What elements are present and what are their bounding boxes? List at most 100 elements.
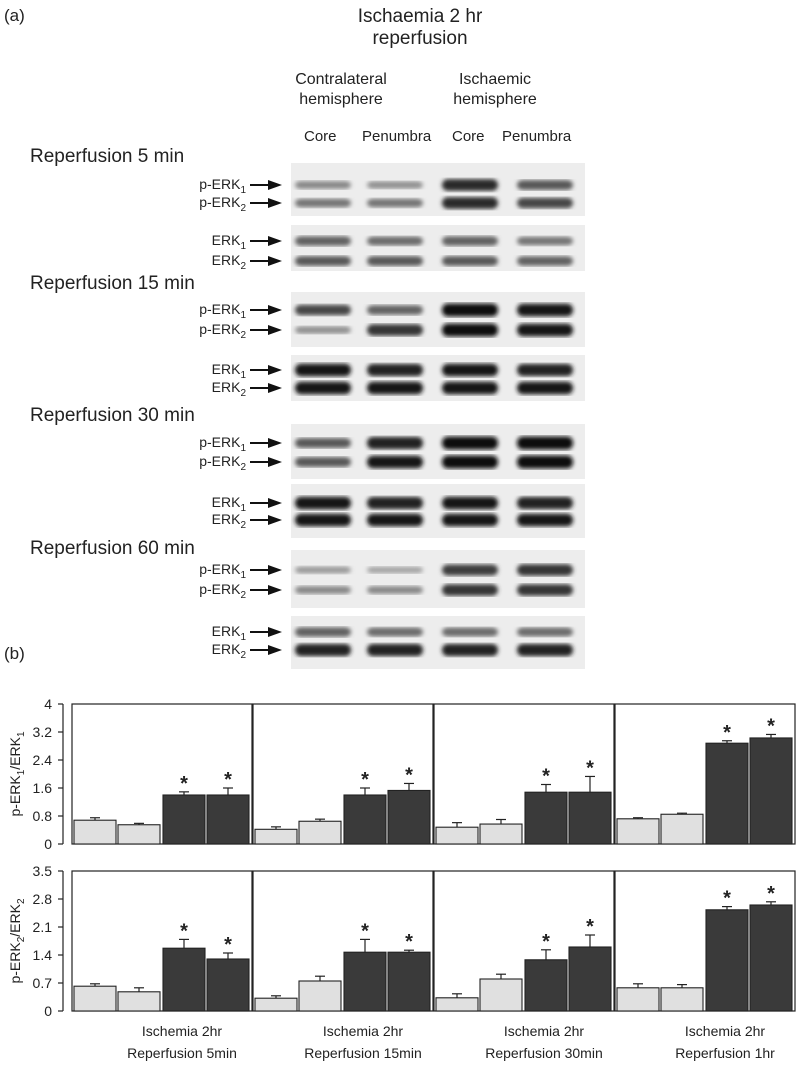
blot-band [295, 513, 351, 527]
x-group-label-30min: Ischemia 2hr Reperfusion 30min [444, 1020, 644, 1064]
blot-band [367, 643, 423, 657]
y-label-part: /ERK [7, 736, 23, 769]
band-label-text: ERK [211, 494, 241, 510]
band-label-subscript: 2 [240, 519, 246, 531]
western-blots [250, 163, 585, 669]
y-label-part: /ERK [7, 903, 23, 936]
blot-band [517, 323, 573, 337]
bar [343, 951, 387, 1012]
band-label-text: ERK [211, 232, 241, 248]
y-tick-label: 3.5 [33, 863, 53, 879]
blot-band [517, 363, 573, 377]
y-label-subscript: 1 [16, 769, 27, 775]
bar [117, 824, 161, 845]
blot-band [517, 381, 573, 395]
y-tick-label: 0 [44, 1003, 52, 1019]
y-tick-label: 0 [44, 836, 52, 852]
blot-band [295, 256, 351, 266]
group-frame [433, 703, 615, 845]
blot-band [442, 323, 498, 337]
band-label-subscript: 2 [240, 649, 246, 661]
blot-background [291, 484, 585, 538]
blot-background [291, 550, 585, 608]
group-frame [614, 703, 796, 845]
blot-strip [291, 616, 585, 669]
blot-band [295, 181, 351, 189]
band-label-subscript: 2 [240, 260, 246, 272]
bar-chart-2: 00.71.42.12.83.5p-ERK2/ERK2*** * *** * [7, 863, 796, 1019]
group-title-5min: Reperfusion 5 min [30, 146, 185, 167]
band-arrow [250, 565, 282, 575]
blot-band [295, 496, 351, 510]
bar [206, 794, 250, 845]
blot-band [367, 181, 423, 189]
bar [705, 909, 749, 1012]
blot-band [442, 436, 498, 450]
group-frame [433, 870, 615, 1012]
blot-band [517, 303, 573, 317]
bar [568, 791, 612, 845]
band-arrow [250, 325, 282, 335]
band-label-subscript: 1 [240, 369, 246, 381]
y-tick-label: 2.1 [33, 919, 53, 935]
blot-band [517, 627, 573, 637]
band-label-subscript: 2 [240, 387, 246, 399]
y-label-part: p-ERK [7, 942, 23, 984]
group-title-60min: Reperfusion 60 min [30, 538, 195, 559]
blot-band [367, 305, 423, 315]
phospho-erk-label: p-ERK1 [116, 301, 246, 321]
band-label-subscript: 1 [240, 309, 246, 321]
band-label-text: ERK [211, 641, 241, 657]
phospho-erk-label: p-ERK1 [116, 561, 246, 581]
band-label-subscript: 2 [240, 589, 246, 601]
significance-star: * [180, 920, 188, 942]
blot-band [367, 496, 423, 510]
blot-band [517, 455, 573, 469]
panel-a-letter: (a) [4, 6, 25, 25]
y-tick-label: 4 [44, 696, 52, 712]
blot-band [442, 513, 498, 527]
blot-strip [291, 424, 585, 479]
blot-band [442, 256, 498, 266]
band-label-subscript: 1 [240, 631, 246, 643]
bar [749, 904, 793, 1012]
lane-label-4: Penumbra [502, 128, 572, 145]
blot-band [517, 256, 573, 266]
blot-band [295, 438, 351, 448]
blot-band [442, 236, 498, 246]
band-label-text: p-ERK [199, 176, 241, 192]
band-label-subscript: 1 [240, 502, 246, 514]
band-label-subscript: 2 [240, 329, 246, 341]
figure-title-line1: Ischaemia 2 hr [357, 6, 483, 27]
y-axis-label: p-ERK1/ERK1 [7, 731, 27, 816]
bar [435, 997, 479, 1012]
group-frame [614, 870, 796, 1012]
panel-b-letter: (b) [4, 644, 25, 663]
y-tick-label: 1.6 [33, 780, 53, 796]
total-erk-label: ERK2 [116, 379, 246, 399]
band-arrow [250, 198, 282, 208]
blot-band [367, 363, 423, 377]
contralateral-header-line1: Contralateral [295, 71, 387, 88]
bar [162, 794, 206, 845]
bar [705, 742, 749, 845]
blot-band [442, 627, 498, 637]
total-erk-label: ERK1 [116, 623, 246, 643]
bar [117, 991, 161, 1012]
blot-band [517, 496, 573, 510]
band-arrow [250, 627, 282, 637]
phospho-erk-label: p-ERK2 [116, 321, 246, 341]
x-group-label-15min: Ischemia 2hr Reperfusion 15min [263, 1020, 463, 1064]
bar [162, 947, 206, 1012]
blot-band [367, 513, 423, 527]
bar [206, 958, 250, 1012]
band-label-subscript: 2 [240, 202, 246, 214]
blot-band [295, 566, 351, 574]
blot-band [517, 643, 573, 657]
bar [254, 997, 298, 1012]
significance-star: * [542, 931, 550, 953]
figure-title: Ischaemia 2 hr reperfusion [290, 6, 550, 50]
blot-band [442, 584, 498, 596]
blot-band [295, 198, 351, 208]
blot-band [442, 643, 498, 657]
